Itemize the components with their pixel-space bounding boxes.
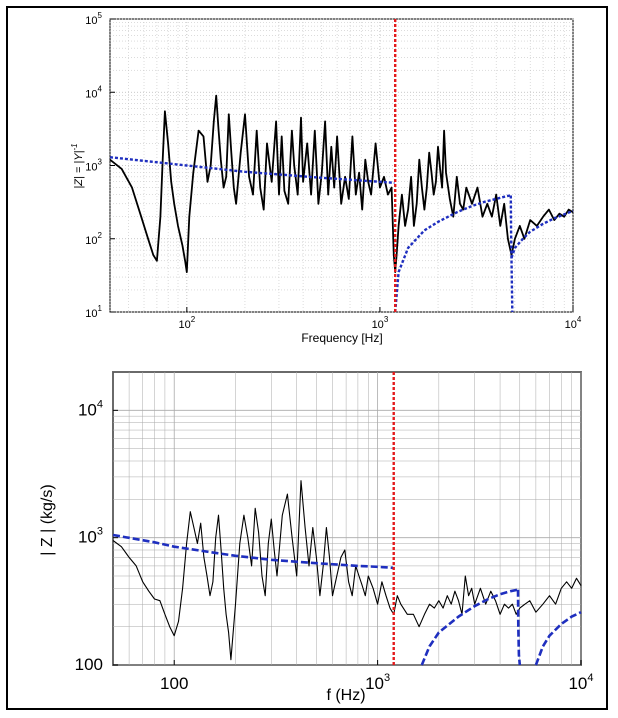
y-tick-label: 102 <box>85 231 102 247</box>
model-curve-1 <box>112 533 394 570</box>
x-tick-label: 103 <box>372 315 389 331</box>
y-tick-label: 105 <box>85 11 102 27</box>
ticks-top: 102 103 104 101 102 103 104 105 <box>85 11 582 331</box>
y-tick-label: 100 <box>75 655 103 674</box>
model-curve-4 <box>534 611 582 666</box>
measured-curve-0 <box>109 94 574 274</box>
lines-bottom <box>112 372 582 666</box>
model-curve-4 <box>510 209 574 259</box>
x-tick-label: 104 <box>568 672 593 693</box>
plot-area-bottom <box>112 371 582 666</box>
plot-frame-bottom <box>112 371 582 666</box>
x-tick-label: 102 <box>178 315 195 331</box>
y-tick-label: 104 <box>85 84 102 100</box>
y-tick-label: 103 <box>85 158 102 174</box>
y-tick-label: 101 <box>85 304 102 320</box>
model-curve-2 <box>420 588 519 666</box>
lines-top <box>109 19 574 313</box>
x-tick-label: 103 <box>365 672 390 693</box>
y-tick-label: 104 <box>78 398 103 419</box>
x-axis-label-bottom: f (Hz) <box>326 687 365 704</box>
x-tick-label: 100 <box>160 674 188 693</box>
measured-curve-0 <box>112 480 582 661</box>
y-tick-label: 103 <box>78 526 103 547</box>
y-axis-label-top: |Z| = |Y|-1 <box>70 143 85 188</box>
x-axis-label-top: Frequency [Hz] <box>301 331 382 345</box>
model-curve-3 <box>509 195 514 313</box>
model-curve-3 <box>516 589 522 666</box>
ticks-bottom: 100 103 104 100 103 104 <box>75 398 594 693</box>
x-tick-label: 104 <box>565 315 582 331</box>
model-curve-2 <box>394 194 511 313</box>
y-axis-label-bottom: | Z | (kg/s) <box>39 484 56 555</box>
grid-top <box>109 18 574 313</box>
